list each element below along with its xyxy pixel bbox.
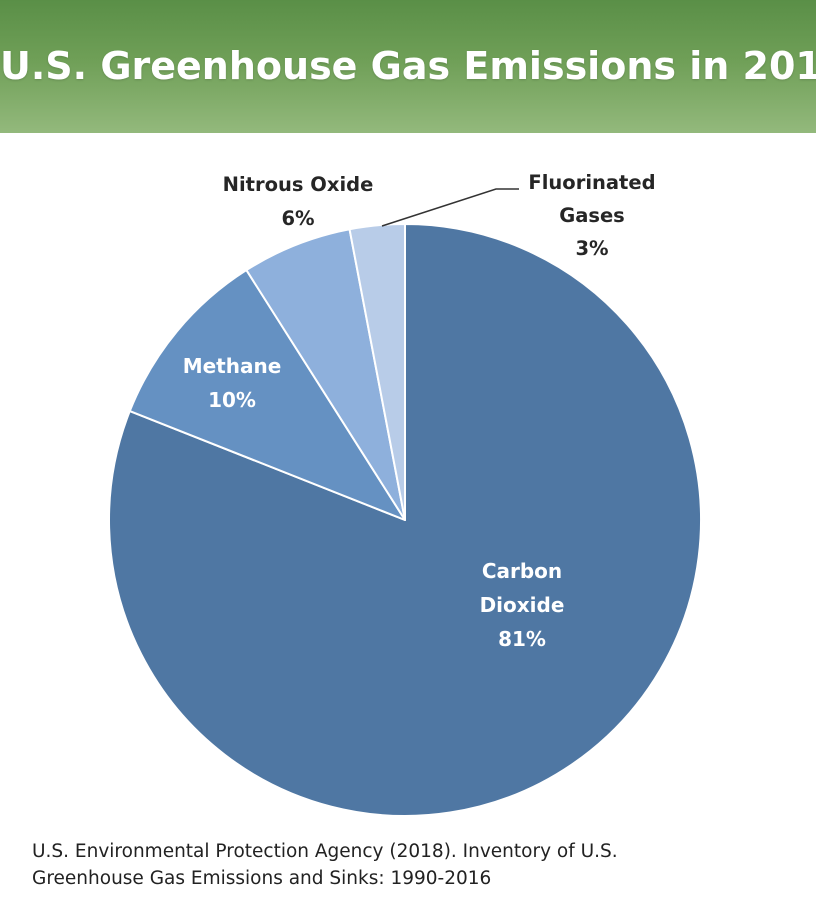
slice-label-nitrous-oxide: Nitrous Oxide 6% xyxy=(223,173,374,230)
source-citation: U.S. Environmental Protection Agency (20… xyxy=(32,838,792,892)
leader-line-fluorinated-gases xyxy=(381,188,519,227)
slice-name-nitrous-oxide: Nitrous Oxide xyxy=(223,173,374,196)
source-line-2: Greenhouse Gas Emissions and Sinks: 1990… xyxy=(32,868,492,889)
slice-percent-methane: 10% xyxy=(208,388,256,412)
slice-name-fluorinated-gases: Gases xyxy=(559,204,625,227)
pie-slice-fluorinated-gases xyxy=(348,223,406,521)
source-line-1: U.S. Environmental Protection Agency (20… xyxy=(32,841,618,862)
slice-percent-fluorinated-gases: 3% xyxy=(575,237,608,260)
chart-title: U.S. Greenhouse Gas Emissions in 2016 xyxy=(0,44,816,88)
slice-name-carbon-dioxide: Dioxide xyxy=(480,593,565,617)
slice-label-methane: Methane 10% xyxy=(183,354,282,412)
slice-name-fluorinated-gases: Fluorinated xyxy=(528,171,655,194)
slice-label-fluorinated-gases: Fluorinated Gases 3% xyxy=(528,171,655,260)
slice-name-methane: Methane xyxy=(183,354,282,378)
slice-name-carbon-dioxide: Carbon xyxy=(482,559,562,583)
slice-percent-carbon-dioxide: 81% xyxy=(498,627,546,651)
slice-percent-nitrous-oxide: 6% xyxy=(281,207,314,230)
title-banner: U.S. Greenhouse Gas Emissions in 2016 xyxy=(0,0,816,133)
pie-slice-carbon-dioxide xyxy=(108,223,702,817)
pie-slice-methane xyxy=(128,269,406,521)
slice-label-carbon-dioxide: Carbon Dioxide 81% xyxy=(480,559,565,651)
